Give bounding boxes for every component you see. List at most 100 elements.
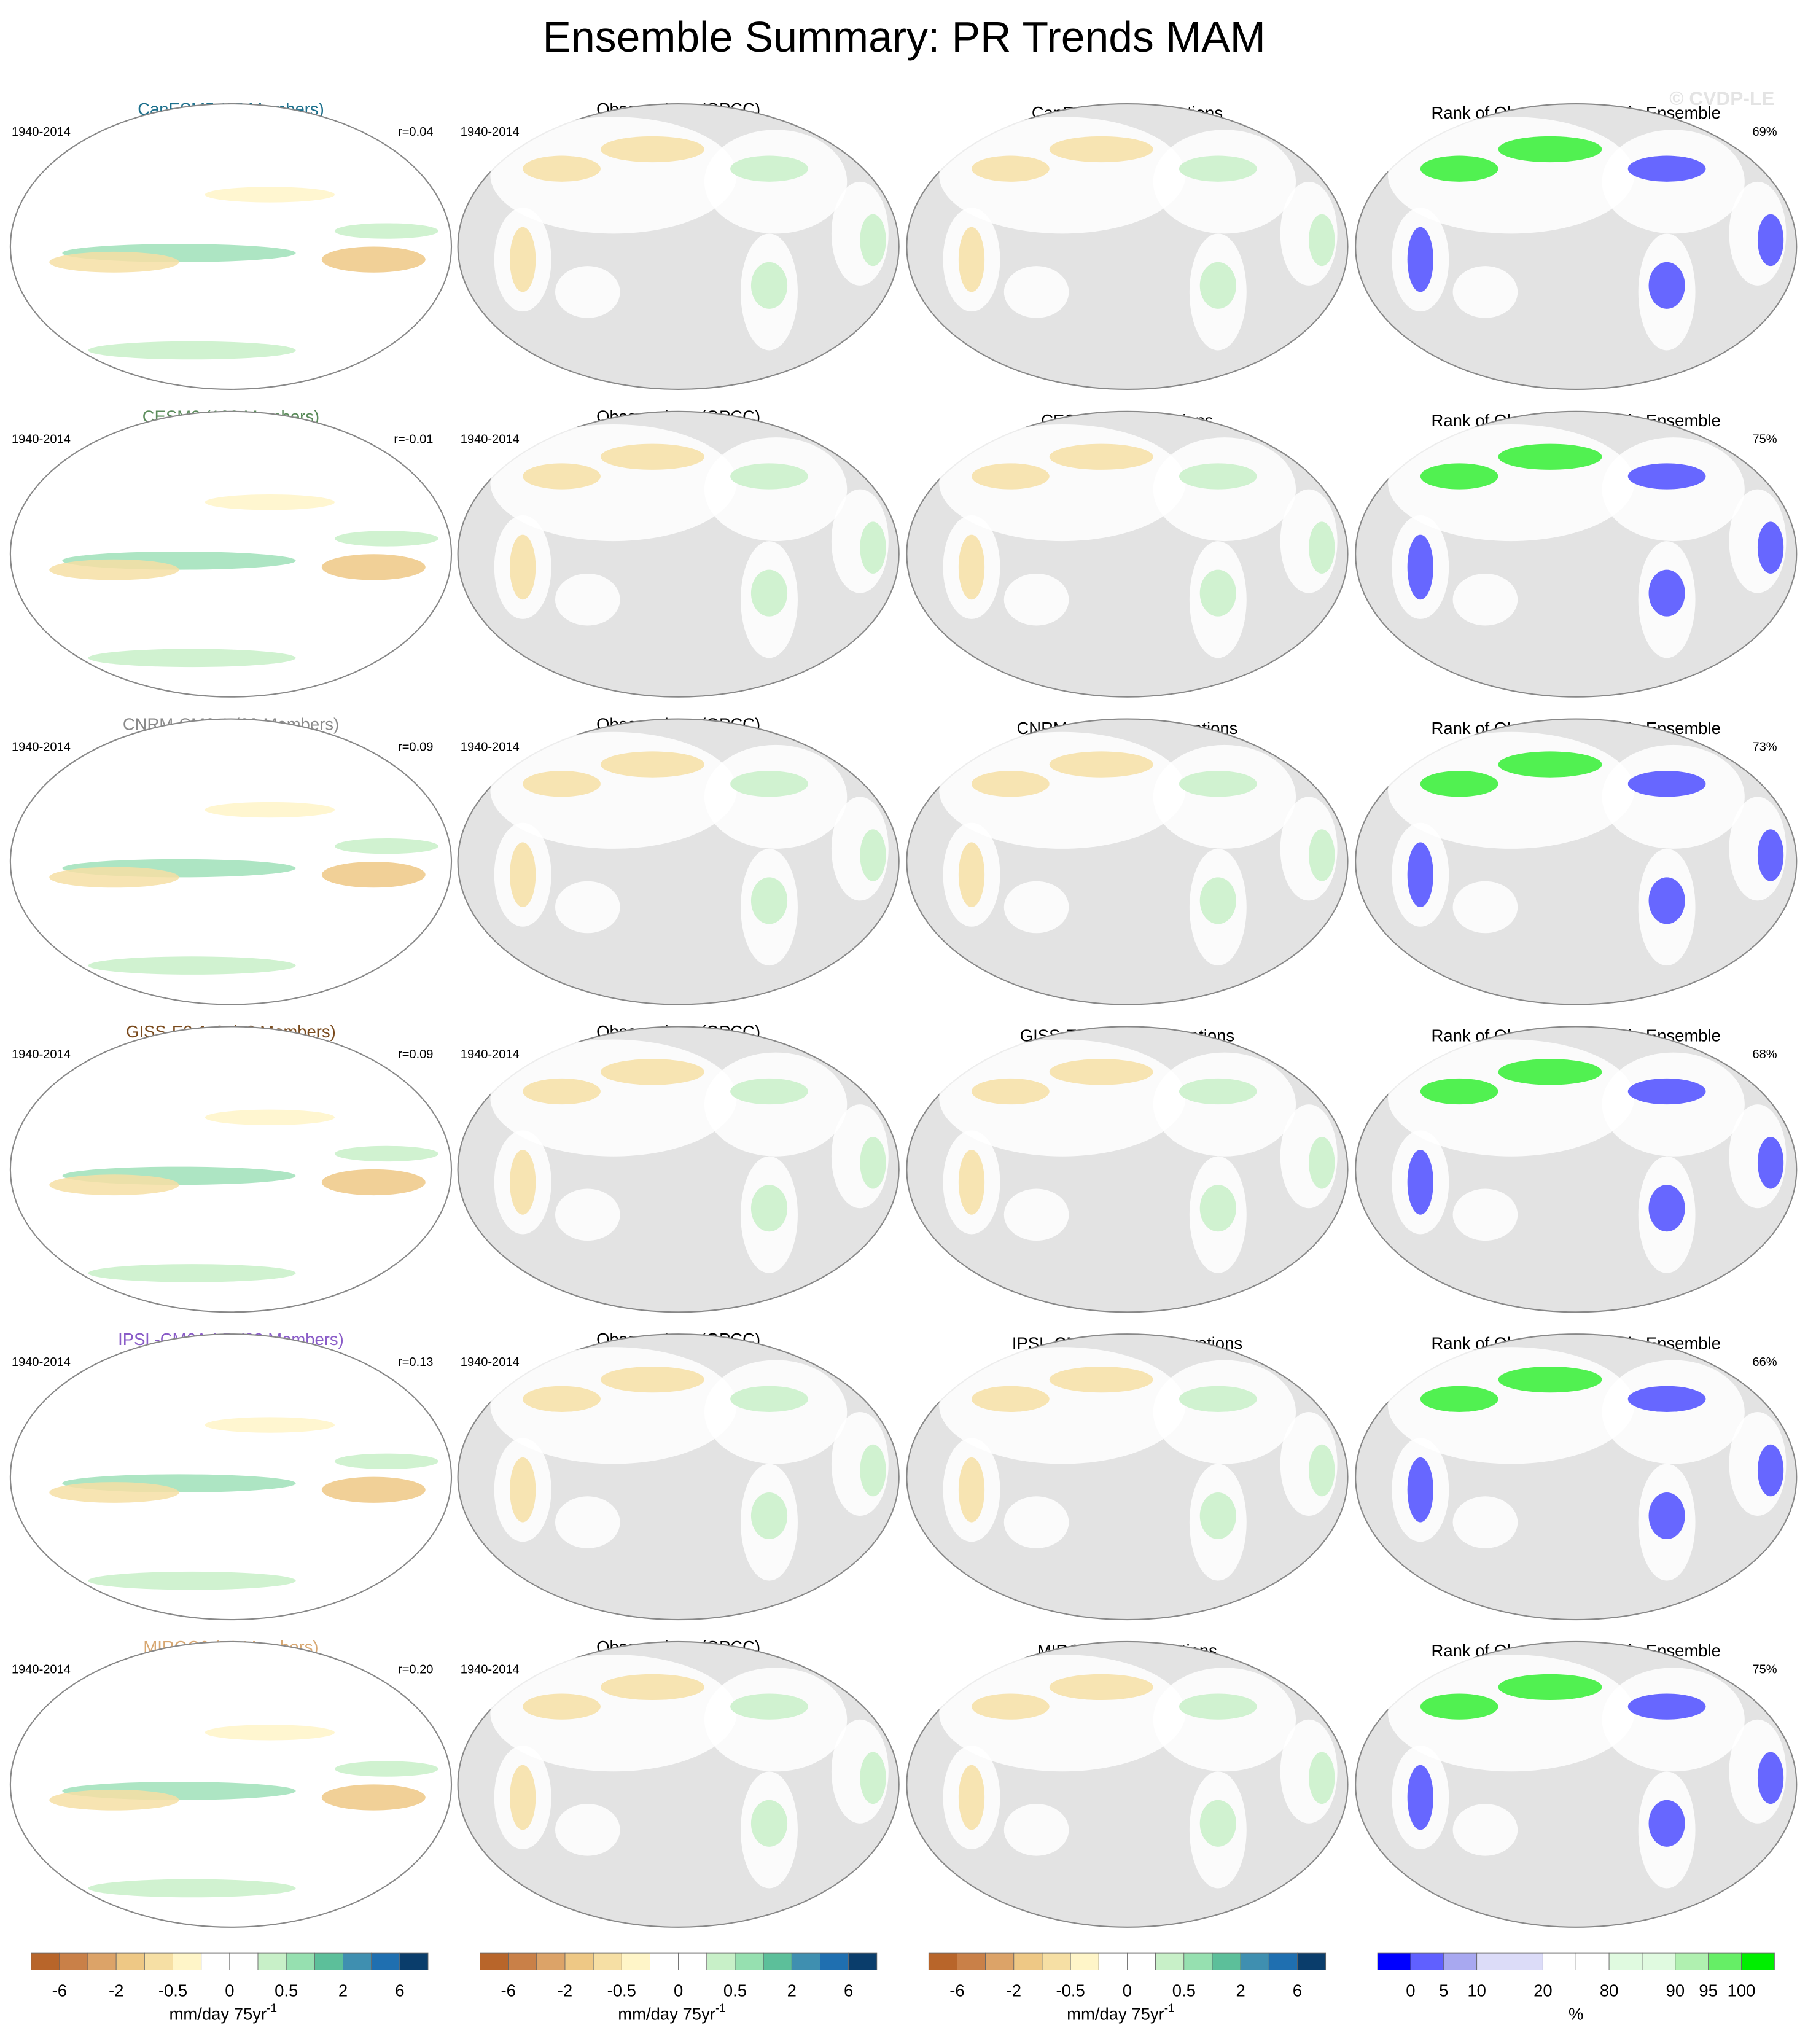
colorbar-swatch (399, 1952, 429, 1970)
correlation-label: r=0.09 (398, 740, 433, 754)
watermark: © CVDP-LE (1669, 87, 1774, 109)
map-shading (555, 573, 620, 626)
period-label: 1940-2014 (461, 433, 520, 447)
map-shading (1757, 521, 1784, 574)
colorbar-swatch (985, 1952, 1015, 1970)
map-shading (49, 867, 179, 888)
map-shading (334, 838, 438, 854)
map-shading (1179, 463, 1257, 490)
map-shading (1153, 1052, 1296, 1157)
map-shading (523, 1693, 601, 1720)
map-shading (321, 1784, 426, 1811)
map-shading (1420, 463, 1498, 490)
map-shading (1757, 1444, 1784, 1497)
map-shading (1407, 534, 1433, 600)
colorbar-swatch (678, 1952, 707, 1970)
map-shading (704, 744, 848, 849)
colorbar-label: -0.5 (607, 1981, 636, 2000)
map-shading (730, 771, 808, 797)
colorbar-swatch (820, 1952, 849, 1970)
colorbar-swatch (791, 1952, 820, 1970)
map-shading (1498, 443, 1602, 470)
map-shading (1199, 569, 1236, 617)
colorbar-swatch (480, 1952, 509, 1970)
correlation-label: r=0.09 (398, 1048, 433, 1061)
colorbar-label: 2 (1236, 1981, 1245, 2000)
map-shading (600, 136, 704, 163)
map-shading (1309, 1137, 1335, 1189)
map-shading (730, 1386, 808, 1412)
rank-percent: 68% (1753, 1048, 1777, 1061)
colorbar-swatch (1127, 1952, 1156, 1970)
colorbar-swatch (1212, 1952, 1241, 1970)
map-shading (334, 1453, 438, 1469)
map-shading (1003, 573, 1069, 626)
map-shading (555, 1804, 620, 1856)
unit-text: % (1569, 2005, 1583, 2024)
colorbar-label: 6 (1293, 1981, 1302, 2000)
map-shading (510, 1765, 536, 1830)
map-shading (510, 227, 536, 292)
map-shading (1179, 1386, 1257, 1412)
map-shading (555, 1188, 620, 1241)
figure-title: Ensemble Summary: PR Trends MAM (543, 13, 1266, 61)
map-shading (1627, 1078, 1706, 1105)
correlation-label: r=0.13 (398, 1356, 433, 1369)
colorbar-swatch (763, 1952, 792, 1970)
map-shading (49, 1789, 179, 1811)
map-shading (958, 1150, 985, 1215)
colorbar-label: 20 (1533, 1981, 1553, 2000)
map-shading (1452, 881, 1518, 934)
map-shading (1648, 569, 1685, 617)
colorbar-swatch (201, 1952, 230, 1970)
map-shading (1648, 877, 1685, 924)
period-label: 1940-2014 (12, 1356, 71, 1369)
map-shading (1452, 1804, 1518, 1856)
map-shading (1420, 1078, 1498, 1105)
map-shading (958, 227, 985, 292)
colorbar-swatch (1510, 1952, 1543, 1970)
unit-exponent: -1 (1164, 2002, 1175, 2015)
period-label: 1940-2014 (12, 1048, 71, 1061)
colorbar-swatch (1410, 1952, 1444, 1970)
colorbar-swatch (1240, 1952, 1269, 1970)
map-shading (750, 262, 788, 309)
map-shading (1153, 437, 1296, 542)
map-shading (1049, 136, 1153, 163)
colorbar-swatch (706, 1952, 736, 1970)
map-shading (49, 559, 179, 580)
map-shading (321, 246, 426, 273)
map-shading (1757, 1137, 1784, 1189)
map-shading (205, 802, 335, 818)
map-shading (730, 1078, 808, 1105)
colorbar-label: 6 (844, 1981, 853, 2000)
map-shading (1049, 751, 1153, 778)
map-shading (1602, 1052, 1745, 1157)
colorbar-swatch (593, 1952, 622, 1970)
colorbar-swatch (1183, 1952, 1213, 1970)
map-shading (1003, 266, 1069, 318)
map-shading (1407, 1765, 1433, 1830)
map-shading (1420, 771, 1498, 797)
map-shading (1407, 1150, 1433, 1215)
colorbar-unit: mm/day 75yr-1 (618, 2002, 726, 2024)
colorbar-swatch (1575, 1952, 1610, 1970)
colorbar-label: 0 (1123, 1981, 1132, 2000)
map-shading (1049, 1059, 1153, 1085)
colorbar-swatch (1155, 1952, 1185, 1970)
colorbar-swatch (1443, 1952, 1478, 1970)
map-shading (334, 223, 438, 239)
map-shading (1199, 1800, 1236, 1847)
map-shading (1452, 266, 1518, 318)
map-shading (555, 266, 620, 318)
map-shading (1648, 1185, 1685, 1232)
colorbar-swatch (59, 1952, 88, 1970)
map-shading (510, 842, 536, 907)
colorbar-swatch (957, 1952, 986, 1970)
map-shading (49, 1174, 179, 1196)
correlation-label: r=0.20 (398, 1663, 433, 1677)
colorbar-label: 10 (1467, 1981, 1486, 2000)
map-shading (1498, 1059, 1602, 1085)
map-shading (1179, 771, 1257, 797)
map-shading (88, 1879, 296, 1898)
